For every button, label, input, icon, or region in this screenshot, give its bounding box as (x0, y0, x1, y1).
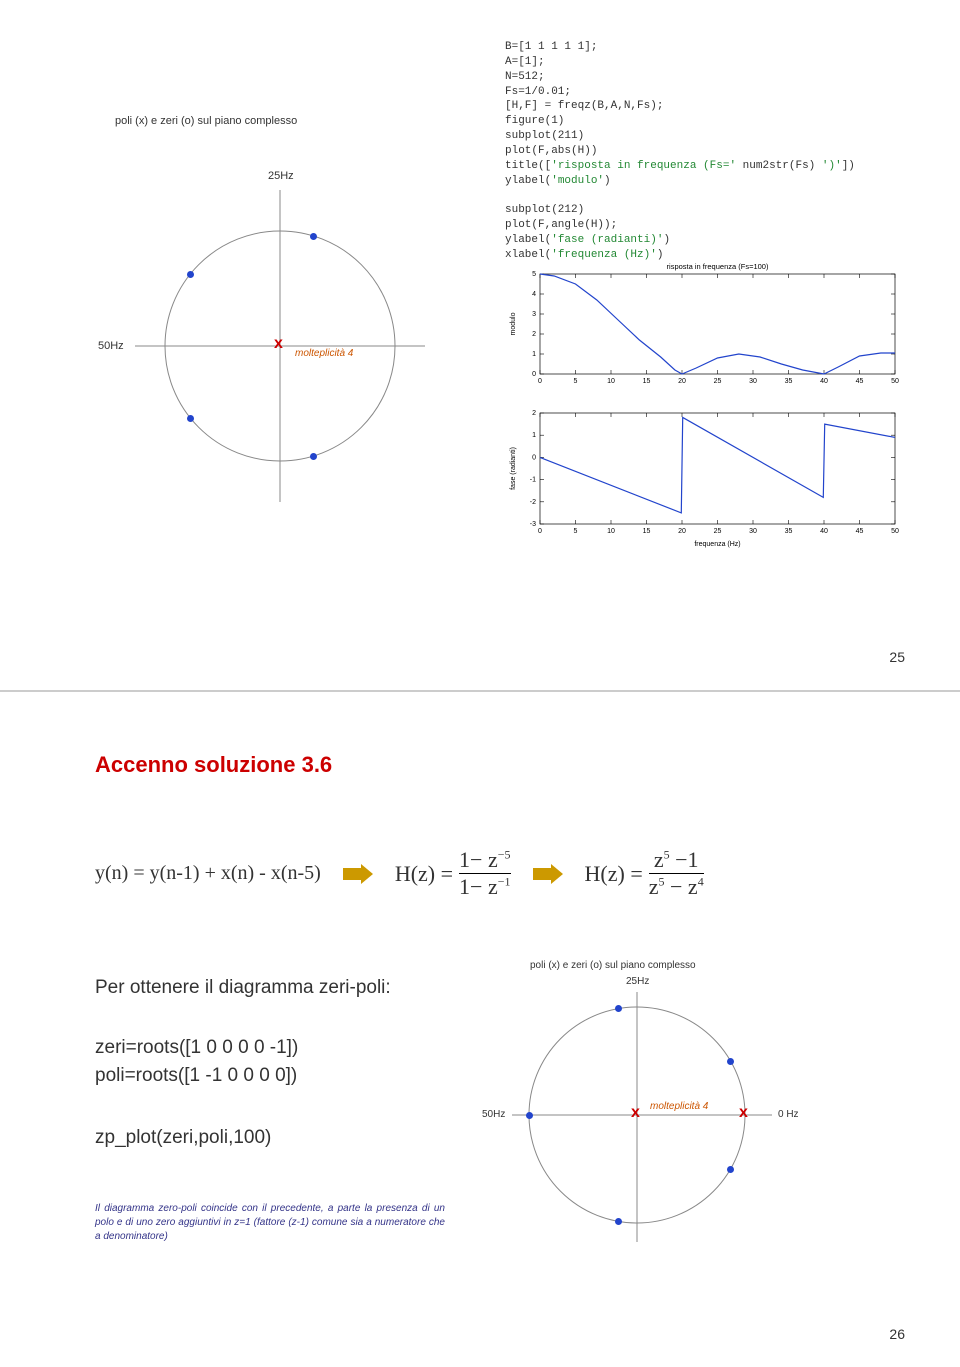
pole-mark-2b: x (739, 1104, 748, 1122)
code-block: B=[1 1 1 1 1];A=[1];N=512;Fs=1/0.01;[H,F… (505, 40, 855, 263)
svg-text:1: 1 (532, 351, 536, 358)
svg-text:5: 5 (574, 378, 578, 385)
svg-text:0: 0 (538, 528, 542, 535)
svg-text:0: 0 (532, 454, 536, 461)
zero-dot (187, 415, 194, 422)
svg-text:25: 25 (714, 378, 722, 385)
d4: z (688, 874, 698, 899)
svg-text:fase (radianti): fase (radianti) (510, 447, 517, 490)
e1: −5 (498, 848, 511, 862)
svg-text:20: 20 (678, 378, 686, 385)
svg-text:-3: -3 (530, 521, 536, 528)
Hz-label-1: H(z) = (395, 861, 453, 887)
pole-mark-2a: x (631, 1104, 640, 1122)
svg-text:frequenza (Hz): frequenza (Hz) (694, 541, 740, 548)
svg-text:1: 1 (532, 432, 536, 439)
svg-text:30: 30 (749, 528, 757, 535)
phase-chart: 0 5 10 15 20 25 30 35 40 45 50 -3 -2 -1 0 1 2 fase (radia… (505, 405, 905, 550)
svg-text:modulo: modulo (510, 312, 517, 335)
Hz-label-2: H(z) = (585, 861, 643, 887)
svg-text:4: 4 (532, 291, 536, 298)
molteplicita-1: molteplicità 4 (295, 348, 353, 359)
svg-text:50: 50 (891, 378, 899, 385)
svg-text:2: 2 (532, 410, 536, 417)
n4: 1 (688, 847, 699, 872)
svg-text:5: 5 (532, 271, 536, 278)
sub2: zeri=roots([1 0 0 0 0 -1]) (95, 1037, 298, 1059)
svg-text:10: 10 (607, 378, 615, 385)
svg-text:0: 0 (532, 371, 536, 378)
n3: z (654, 847, 664, 872)
svg-text:10: 10 (607, 528, 615, 535)
svg-text:15: 15 (643, 378, 651, 385)
svg-text:40: 40 (820, 528, 828, 535)
svg-text:risposta in frequenza (Fs=100): risposta in frequenza (Fs=100) (667, 262, 769, 271)
n1: 1 (459, 847, 470, 872)
svg-text:50: 50 (891, 528, 899, 535)
svg-text:15: 15 (643, 528, 651, 535)
sub1: Per ottenere il diagramma zeri-poli: (95, 977, 391, 999)
svg-text:2: 2 (532, 331, 536, 338)
svg-text:45: 45 (856, 378, 864, 385)
zero-dot (615, 1218, 622, 1225)
pz-diagram-2 (472, 952, 892, 1282)
svg-text:30: 30 (749, 378, 757, 385)
svg-text:20: 20 (678, 528, 686, 535)
svg-text:0: 0 (538, 378, 542, 385)
svg-text:35: 35 (785, 528, 793, 535)
n2: z (488, 847, 498, 872)
d3: z (649, 874, 659, 899)
arrow-2 (533, 864, 563, 884)
page-num-2: 26 (889, 1326, 905, 1342)
magnitude-chart: 05101520253035404550012345modulorisposta… (505, 260, 905, 390)
svg-text:40: 40 (820, 378, 828, 385)
sub4: zp_plot(zeri,poli,100) (95, 1127, 271, 1149)
zero-dot (310, 453, 317, 460)
e4: 5 (659, 875, 665, 889)
molteplicita-2: molteplicità 4 (650, 1101, 708, 1112)
svg-text:3: 3 (532, 311, 536, 318)
pole-mark-1: x (274, 335, 283, 353)
zero-dot (727, 1166, 734, 1173)
page-num-1: 25 (889, 649, 905, 665)
arrow-1 (343, 864, 373, 884)
d2: z (488, 874, 498, 899)
svg-text:45: 45 (856, 528, 864, 535)
zero-dot (310, 233, 317, 240)
svg-text:25: 25 (714, 528, 722, 535)
zero-dot (526, 1112, 533, 1119)
zero-dot (615, 1005, 622, 1012)
d1: 1 (459, 874, 470, 899)
svg-text:35: 35 (785, 378, 793, 385)
e3: 5 (664, 848, 670, 862)
heading-accenno: Accenno soluzione 3.6 (95, 752, 332, 778)
e2: −1 (498, 875, 511, 889)
zero-dot (727, 1058, 734, 1065)
svg-text:5: 5 (574, 528, 578, 535)
svg-text:-1: -1 (530, 477, 536, 484)
eq-yn: y(n) = y(n-1) + x(n) - x(n-5) (95, 862, 321, 885)
sub3: poli=roots([1 -1 0 0 0 0]) (95, 1065, 297, 1087)
svg-text:-2: -2 (530, 499, 536, 506)
e5: 4 (698, 875, 704, 889)
pz-diagram-1 (0, 0, 470, 560)
note-text: Il diagramma zero-poli coincide con il p… (95, 1202, 445, 1244)
zero-dot (187, 271, 194, 278)
